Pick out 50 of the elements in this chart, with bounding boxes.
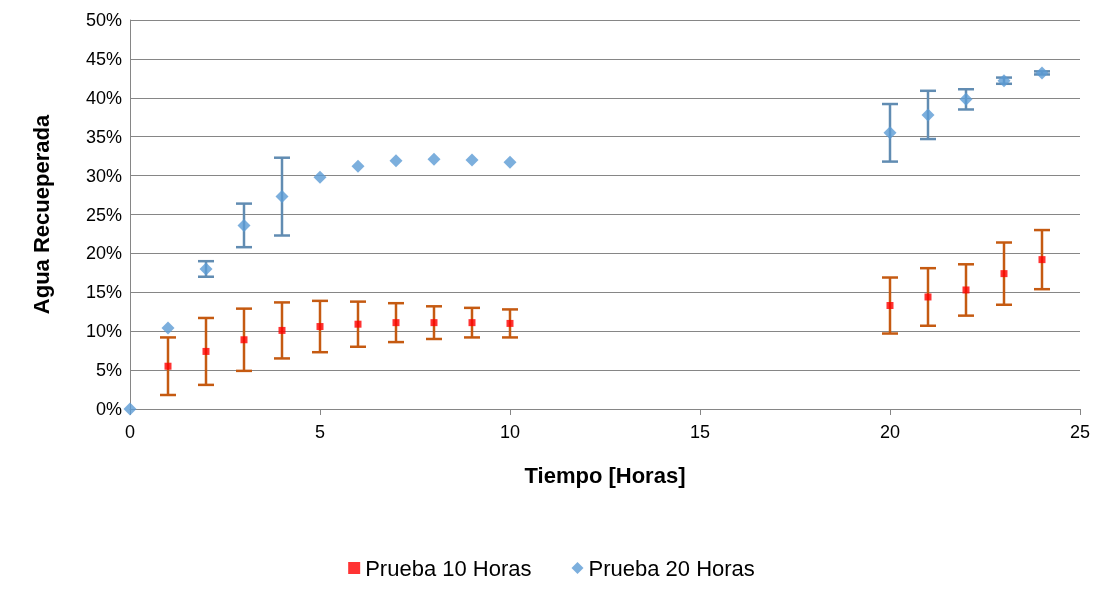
point [503, 155, 517, 169]
y-tick-label: 10% [85, 321, 122, 342]
point [465, 153, 479, 167]
point [924, 293, 932, 301]
point [506, 319, 514, 327]
point [962, 286, 970, 294]
point [886, 302, 894, 310]
y-tick-label: 50% [85, 10, 122, 30]
point [389, 154, 403, 168]
y-tick-label: 35% [85, 126, 122, 147]
x-tick-label: 0 [124, 422, 136, 442]
point [427, 152, 441, 166]
x-tick-label: 15 [689, 422, 711, 442]
y-tick-label: 40% [85, 87, 122, 108]
point [921, 108, 935, 122]
point [1000, 270, 1008, 278]
point [278, 326, 286, 334]
x-axis-title: Tiempo [Horas] [524, 462, 686, 488]
point [240, 336, 248, 344]
point [275, 190, 289, 204]
point [430, 319, 438, 327]
y-tick-label: 25% [85, 204, 122, 225]
x-tick-label: 25 [1069, 422, 1091, 442]
point [354, 320, 362, 328]
y-tick-label: 0% [95, 399, 122, 419]
y-axis-title: Agua Recueperada [28, 114, 54, 315]
point [392, 319, 400, 327]
y-tick-label: 20% [85, 243, 122, 264]
point [468, 319, 476, 327]
point [237, 218, 251, 232]
x-tick-label: 20 [879, 422, 901, 442]
point [316, 323, 324, 331]
point [351, 159, 365, 173]
y-tick-label: 15% [85, 282, 122, 303]
point [1035, 66, 1049, 80]
point [161, 321, 175, 335]
point [883, 126, 897, 140]
point [164, 362, 172, 370]
point [1038, 256, 1046, 264]
point [123, 402, 137, 416]
point [313, 170, 327, 184]
y-tick-label: 45% [85, 48, 122, 69]
legend-label: Prueba 20 Horas [588, 555, 755, 581]
x-tick-label: 5 [314, 422, 326, 442]
point [959, 92, 973, 106]
point [202, 347, 210, 355]
x-tick-label: 10 [499, 422, 521, 442]
y-tick-label: 5% [95, 360, 122, 381]
y-tick-label: 30% [85, 165, 122, 186]
legend-label: Prueba 10 Horas [365, 555, 532, 581]
